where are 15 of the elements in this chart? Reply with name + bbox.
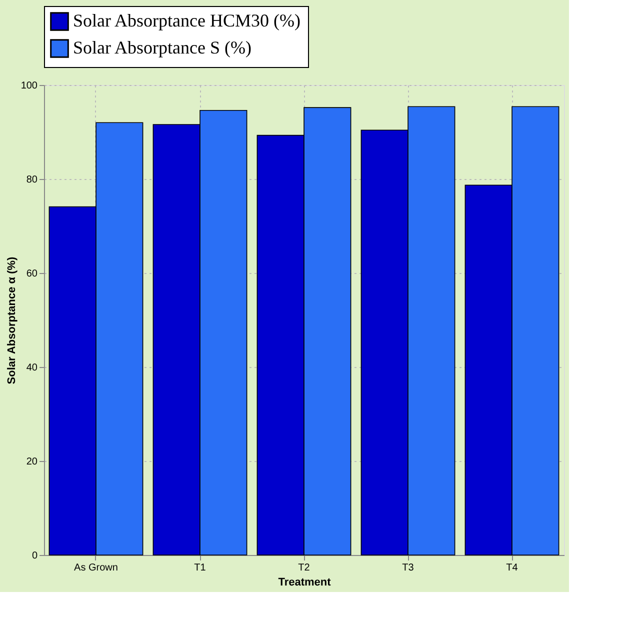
x-tick-label: As Grown [74, 562, 118, 574]
y-tick-label: 60 [26, 268, 38, 280]
x-tick-label: T4 [506, 562, 518, 574]
y-tick-label: 0 [32, 550, 38, 562]
x-tick-label: T1 [194, 562, 206, 574]
x-tick-label: T2 [298, 562, 310, 574]
x-axis-title: Treatment [278, 576, 332, 588]
y-axis-title: Solar Absorptance α (%) [6, 256, 18, 384]
legend-label: Solar Absorptance S (%) [73, 38, 252, 58]
legend-label: Solar Absorptance HCM30 (%) [73, 10, 300, 30]
y-tick-label: 80 [26, 174, 38, 186]
x-tick-label: T3 [402, 562, 414, 574]
y-tick-label: 100 [20, 80, 38, 92]
y-tick-label: 40 [26, 362, 38, 374]
y-tick-label: 20 [26, 456, 38, 468]
